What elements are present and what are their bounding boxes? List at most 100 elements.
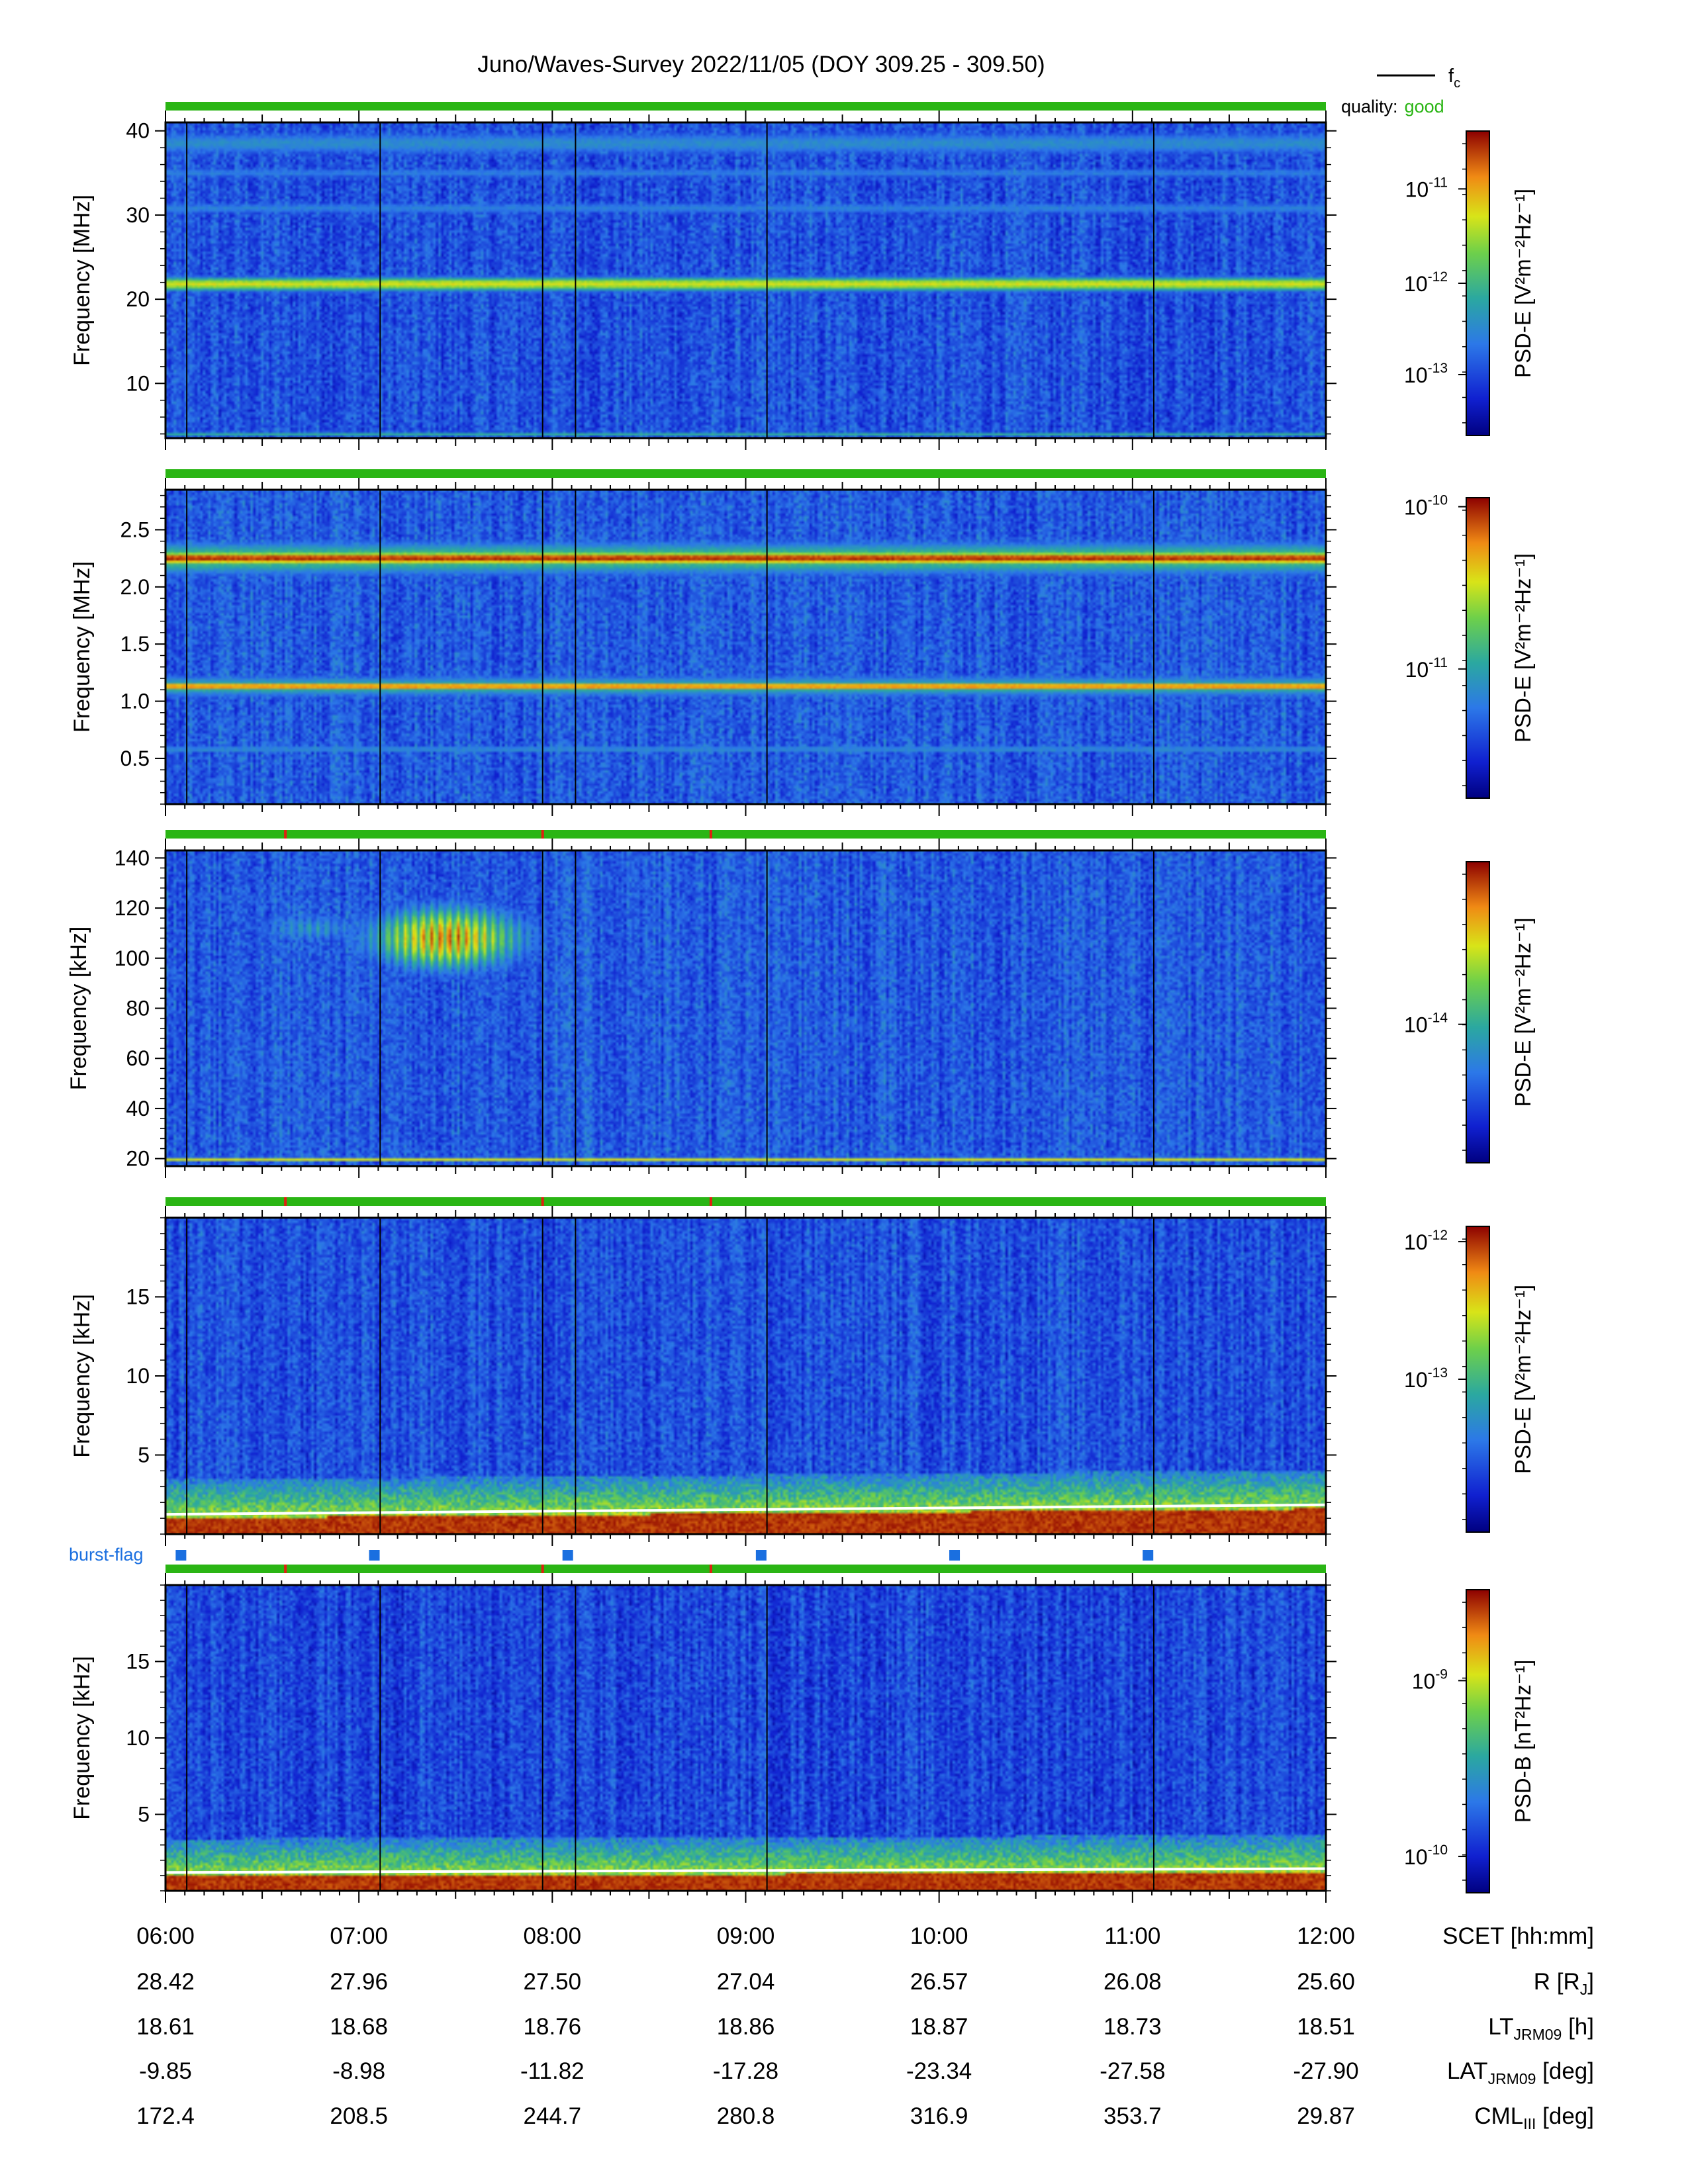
ephemeris-value: 25.60: [1297, 1969, 1355, 1995]
spectrogram-image: [165, 850, 1326, 1166]
quality-flag-tick: [709, 1565, 712, 1573]
ephemeris-table: 06:00 07:00 08:00 09:00 10:00 11:00 12:00 SCET …: [136, 1923, 1594, 2132]
y-tick-label: 10: [126, 1726, 150, 1750]
colorbar-tick-label: 10-13: [1404, 361, 1448, 387]
y-tick-label: 15: [126, 1285, 150, 1309]
panel-1: 10 20 30 40 Frequency [MHz] 10-11 10-12 10-13 PS…: [70, 102, 1535, 450]
ephemeris-label: R [RJ]: [1534, 1969, 1594, 1998]
colorbar-tick-label: 10-10: [1404, 1843, 1448, 1869]
colorbar-tick-label: 10-14: [1404, 1011, 1448, 1037]
ephemeris-value: -17.28: [713, 2058, 778, 2084]
ephemeris-value: -9.85: [139, 2058, 192, 2084]
y-axis-label: Frequency [MHz]: [70, 561, 95, 733]
y-tick-label: 1.0: [120, 690, 150, 713]
ephemeris-value: 27.50: [524, 1969, 582, 1995]
spectrogram-image: [165, 122, 1326, 438]
colorbar-tick-label: 10-9: [1412, 1666, 1448, 1693]
colorbar-tick-label: 10-13: [1404, 1365, 1448, 1392]
spectrogram-image: [165, 490, 1326, 804]
quality-flag-tick: [709, 830, 712, 839]
panel-3: 20 40 60 80 100 120 140 Frequency [kHz] 10-14 PSD…: [66, 830, 1535, 1178]
quality-bar: [165, 830, 1326, 839]
x-axis-label: SCET [hh:mm]: [1442, 1923, 1594, 1949]
ephemeris-value: 316.9: [910, 2103, 968, 2129]
panel-4: 5 10 15 Frequency [kHz] 10-12 10-13 PSD-E [V²m…: [70, 1197, 1535, 1546]
colorbar-label: PSD-E [V²m⁻²Hz⁻¹]: [1511, 189, 1535, 378]
y-axis-label: Frequency [kHz]: [70, 1294, 95, 1458]
quality-bar: [165, 469, 1326, 478]
quality-flag-tick: [541, 1565, 544, 1573]
colorbar: [1466, 1226, 1490, 1533]
colorbar-label: PSD-E [V²m⁻²Hz⁻¹]: [1511, 918, 1535, 1107]
y-tick-label: 60: [126, 1046, 150, 1070]
panel-2: 0.5 1.0 1.5 2.0 2.5 Frequency [MHz] 10-10 10-11…: [70, 469, 1535, 816]
x-tick-label: 10:00: [910, 1923, 968, 1949]
x-tick-label: 07:00: [330, 1923, 388, 1949]
y-tick-label: 10: [126, 1364, 150, 1388]
ephemeris-value: 18.68: [330, 2014, 388, 2040]
fc-legend: fc: [1377, 66, 1460, 91]
y-tick-label: 20: [126, 287, 150, 311]
ephemeris-value: 26.57: [910, 1969, 968, 1995]
quality-bar: [165, 1197, 1326, 1206]
ephemeris-value: -8.98: [332, 2058, 385, 2084]
y-tick-label: 15: [126, 1650, 150, 1674]
colorbar-tick-label: 10-12: [1404, 1228, 1448, 1254]
ephemeris-value: 172.4: [136, 2103, 195, 2129]
x-tick-label: 12:00: [1297, 1923, 1355, 1949]
ephemeris-value: -11.82: [520, 2058, 585, 2084]
y-tick-label: 40: [126, 119, 150, 143]
y-tick-label: 1.5: [120, 632, 150, 656]
y-tick-label: 120: [115, 896, 150, 920]
ephemeris-value: 18.51: [1297, 2014, 1355, 2040]
ephemeris-value: 18.61: [136, 2014, 195, 2040]
colorbar-tick-label: 10-10: [1404, 493, 1448, 520]
ephemeris-value: -27.90: [1293, 2058, 1358, 2084]
quality-flag-tick: [284, 1565, 287, 1573]
x-tick-label: 09:00: [717, 1923, 775, 1949]
colorbar: [1466, 497, 1490, 799]
ephemeris-value: -27.58: [1100, 2058, 1165, 2084]
colorbar-tick-label: 10-12: [1404, 269, 1448, 296]
y-tick-label: 5: [138, 1803, 150, 1827]
y-tick-label: 30: [126, 203, 150, 227]
ephemeris-value: 18.86: [717, 2014, 775, 2040]
ephemeris-value: 28.42: [136, 1969, 195, 1995]
y-tick-label: 10: [126, 371, 150, 395]
quality-bar: [165, 102, 1326, 111]
y-tick-label: 0.5: [120, 747, 150, 770]
y-tick-label: 40: [126, 1097, 150, 1120]
y-tick-label: 2.5: [120, 518, 150, 541]
colorbar-label: PSD-B [nT²Hz⁻¹]: [1511, 1660, 1535, 1823]
colorbar-label: PSD-E [V²m⁻²Hz⁻¹]: [1511, 1285, 1535, 1474]
ephemeris-value: 18.73: [1103, 2014, 1162, 2040]
ephemeris-label: CMLIII [deg]: [1474, 2103, 1594, 2132]
ephemeris-value: 29.87: [1297, 2103, 1355, 2129]
colorbar: [1466, 130, 1490, 436]
spectrogram-image: [165, 1585, 1326, 1891]
ephemeris-value: 208.5: [330, 2103, 388, 2129]
quality-flag-tick: [541, 830, 544, 839]
burst-flag-label: burst-flag: [69, 1545, 144, 1565]
ephemeris-value: 18.76: [524, 2014, 582, 2040]
x-tick-label: 11:00: [1104, 1923, 1160, 1949]
y-axis-label: Frequency [kHz]: [66, 927, 91, 1091]
y-tick-label: 140: [115, 846, 150, 870]
figure-title: Juno/Waves-Survey 2022/11/05 (DOY 309.25…: [477, 52, 1045, 77]
burst-flag-marker: [175, 1550, 187, 1561]
fc-line: [165, 1503, 1327, 1516]
burst-flag-marker: [562, 1550, 573, 1561]
quality-flag-tick: [284, 1197, 287, 1206]
y-tick-label: 2.0: [120, 575, 150, 599]
x-tick-label: 06:00: [136, 1923, 195, 1949]
spectrogram-image: [165, 1218, 1326, 1534]
y-tick-label: 100: [115, 946, 150, 970]
ephemeris-label: LATJRM09 [deg]: [1447, 2058, 1594, 2087]
panels-group: 10 20 30 40 Frequency [MHz] 10-11 10-12 10-13 PS…: [66, 102, 1535, 1903]
ephemeris-label: LTJRM09 [h]: [1488, 2014, 1594, 2043]
quality-value: good: [1405, 97, 1444, 116]
y-axis-label: Frequency [kHz]: [70, 1656, 95, 1820]
burst-flag-marker: [1143, 1550, 1154, 1561]
colorbar: [1466, 1589, 1490, 1893]
